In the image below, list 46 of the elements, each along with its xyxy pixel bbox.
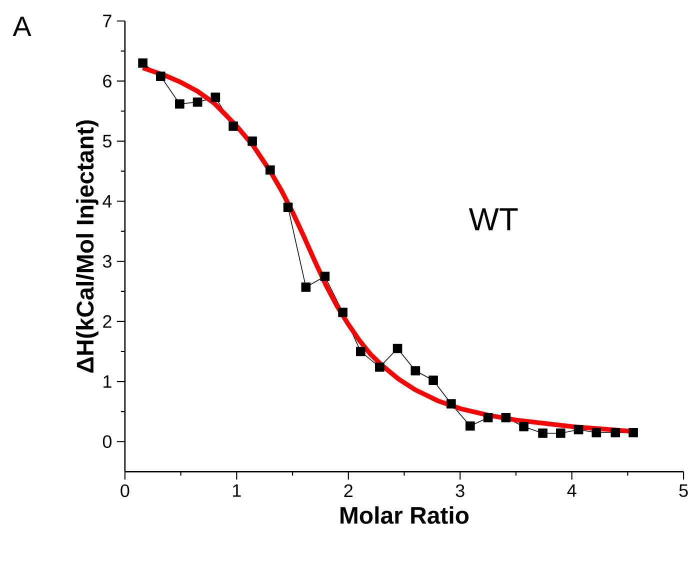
y-tick-label: 5 <box>102 135 112 148</box>
point <box>374 362 384 372</box>
y-tick-label: 3 <box>102 255 112 268</box>
text: A <box>12 16 32 36</box>
point <box>392 344 402 354</box>
point <box>175 99 184 109</box>
x-axis-title: Molar Ratio <box>340 506 469 524</box>
y-tick-label: 7 <box>103 14 112 28</box>
point <box>592 428 602 438</box>
point <box>483 413 493 422</box>
annotation: WT <box>468 208 518 230</box>
point <box>465 422 475 431</box>
point <box>356 347 366 356</box>
x-tick-label: 2 <box>344 484 352 498</box>
point <box>283 202 293 212</box>
y-tick-label: 2 <box>103 315 112 328</box>
point <box>192 98 202 107</box>
x-tick-label: 0 <box>120 484 130 498</box>
y-axis-title: ΔH(kCal/Mol Injectant) <box>76 120 98 373</box>
point <box>301 282 311 292</box>
point <box>266 166 275 175</box>
point <box>446 399 456 409</box>
point <box>210 92 220 102</box>
point <box>519 422 528 432</box>
point <box>338 308 348 318</box>
x-tick-label: 3 <box>456 484 464 498</box>
x-tick-label: 1 <box>233 484 241 497</box>
x-tick-label: 5 <box>679 484 688 498</box>
point <box>156 72 166 82</box>
point <box>556 428 566 438</box>
x-tick-label: 4 <box>567 484 576 497</box>
y-tick-label: 1 <box>104 376 112 388</box>
point <box>538 428 548 438</box>
point <box>248 136 257 146</box>
point <box>574 425 584 434</box>
y-tick-label: 6 <box>103 74 112 88</box>
point <box>610 428 620 438</box>
point <box>428 376 438 386</box>
y-tick-label: 0 <box>102 435 112 448</box>
point <box>410 366 420 376</box>
point <box>628 428 638 438</box>
point <box>501 413 511 422</box>
point <box>228 122 238 132</box>
point <box>138 58 148 68</box>
y-tick-label: 4 <box>102 195 112 208</box>
point <box>320 272 330 282</box>
